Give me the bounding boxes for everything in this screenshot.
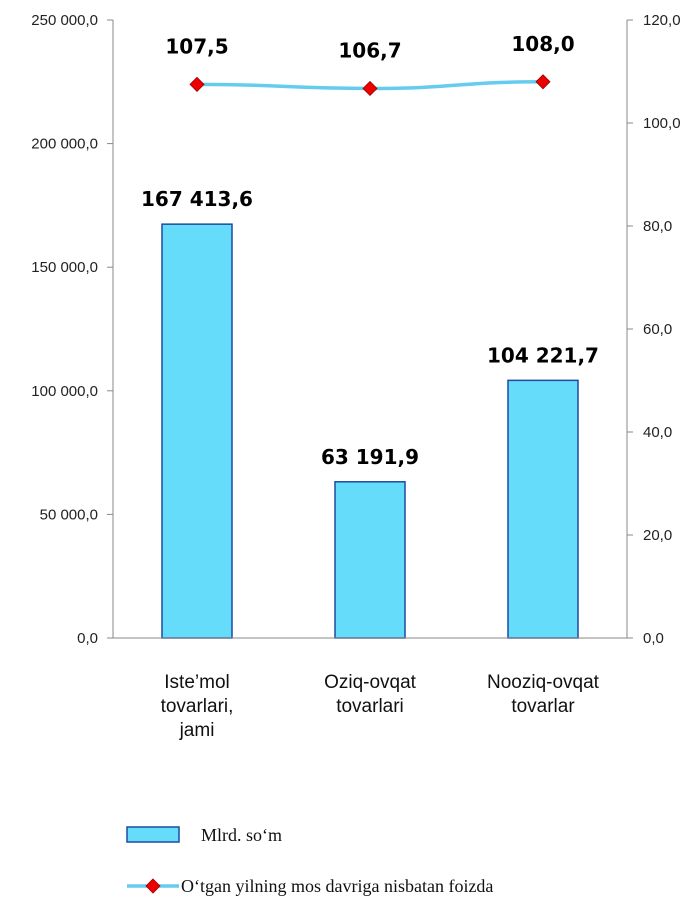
legend-line-label: O‘tgan yilning mos davriga nisbatan foiz… bbox=[181, 876, 493, 896]
line-value-label: 108,0 bbox=[511, 32, 574, 56]
legend-line-marker bbox=[145, 878, 161, 894]
category-label: Nooziq-ovqat bbox=[487, 672, 600, 693]
category-label: tovarlari bbox=[336, 696, 404, 717]
line-marker bbox=[535, 74, 551, 90]
category-label: jami bbox=[179, 720, 215, 741]
left-tick-label: 250 000,0 bbox=[31, 12, 98, 29]
legend-bar-swatch bbox=[126, 826, 180, 843]
right-tick-label: 80,0 bbox=[643, 218, 672, 235]
bar bbox=[161, 223, 233, 639]
category-label: Oziq-ovqat bbox=[324, 672, 417, 693]
line-marker bbox=[189, 76, 205, 92]
right-tick-label: 120,0 bbox=[643, 12, 681, 29]
bar-value-label: 63 191,9 bbox=[321, 445, 419, 469]
left-tick-label: 150 000,0 bbox=[31, 259, 98, 276]
category-label: tovarlar bbox=[511, 696, 575, 717]
right-tick-label: 0,0 bbox=[643, 630, 664, 647]
bar bbox=[334, 481, 406, 639]
left-tick-label: 200 000,0 bbox=[31, 136, 98, 153]
left-tick-label: 0,0 bbox=[77, 630, 98, 647]
category-label: Iste’mol bbox=[164, 672, 229, 693]
line-value-label: 107,5 bbox=[165, 34, 228, 58]
right-tick-label: 40,0 bbox=[643, 424, 672, 441]
right-tick-label: 20,0 bbox=[643, 527, 672, 544]
right-tick-label: 60,0 bbox=[643, 321, 672, 338]
right-tick-label: 100,0 bbox=[643, 115, 681, 132]
bar bbox=[507, 379, 579, 639]
line-marker bbox=[362, 80, 378, 97]
bar-value-label: 104 221,7 bbox=[487, 343, 599, 367]
legend-bar-label: Mlrd. so‘m bbox=[201, 825, 282, 845]
line-value-label: 106,7 bbox=[338, 38, 401, 62]
bar-value-label: 167 413,6 bbox=[141, 187, 253, 211]
category-label: tovarlari, bbox=[161, 696, 234, 717]
left-tick-label: 100 000,0 bbox=[31, 383, 98, 400]
left-tick-label: 50 000,0 bbox=[40, 506, 98, 523]
